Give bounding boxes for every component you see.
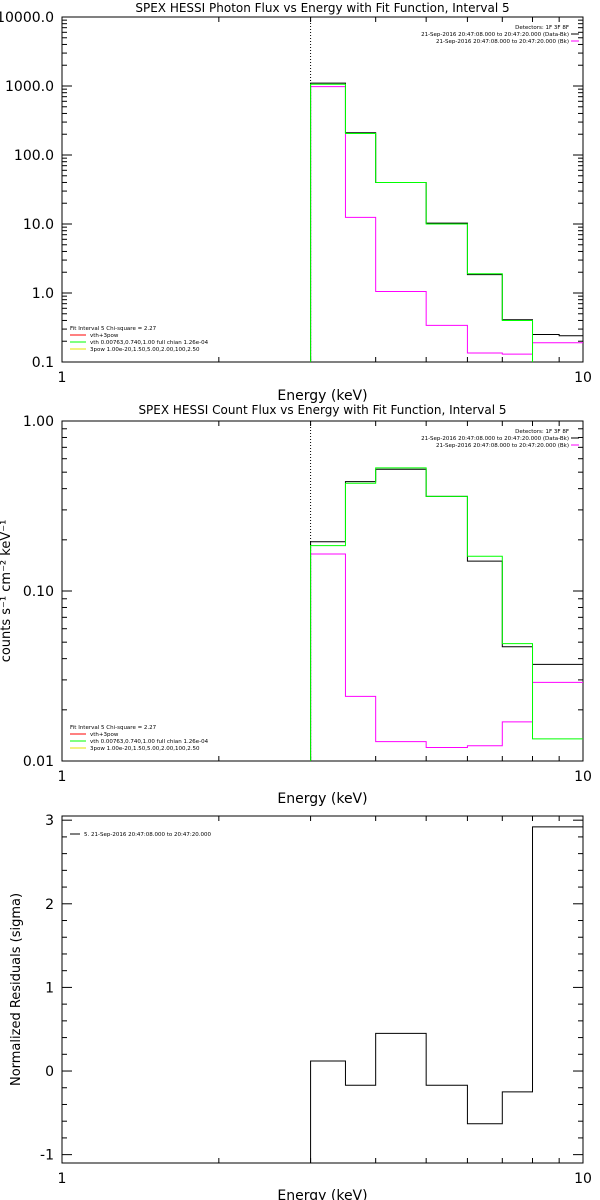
- x-tick-label: 1: [58, 769, 67, 785]
- y-tick-label: 0: [45, 1064, 54, 1080]
- y-tick-label: 10.0: [23, 217, 54, 233]
- legend-bottom-entry: Fit Interval 5 Chi-square = 2.27: [70, 725, 157, 731]
- y-tick-label: 10000.0: [0, 10, 54, 26]
- legend-top-entry: 21-Sep-2016 20:47:08.000 to 20:47:20.000…: [421, 32, 569, 38]
- legend-top-entry: 21-Sep-2016 20:47:08.000 to 20:47:20.000…: [421, 436, 569, 442]
- panel-1: [61, 16, 584, 363]
- x-axis-label: Energy (keV): [277, 1188, 367, 1200]
- series-background: [310, 553, 583, 761]
- legend-bottom-entry: vth 0.00763,0.740,1.00 full chian 1.26e-…: [90, 340, 209, 346]
- legend-top-entry: Detectors: 1F 3F 8F: [515, 25, 569, 31]
- legend-top-entry: 21-Sep-2016 20:47:08.000 to 20:47:20.000…: [436, 39, 569, 45]
- plot-frame: [61, 16, 584, 363]
- x-tick-label: 1: [58, 1171, 67, 1187]
- y-tick-label: 3: [45, 813, 54, 829]
- x-axis-label: Energy (keV): [277, 388, 367, 404]
- chart-title: SPEX HESSI Count Flux vs Energy with Fit…: [138, 403, 506, 417]
- legend-bottom-entry: Fit Interval 5 Chi-square = 2.27: [70, 326, 157, 332]
- y-tick-label: 0.10: [23, 584, 54, 600]
- legend-top-entry: 21-Sep-2016 20:47:08.000 to 20:47:20.000…: [436, 443, 569, 449]
- series-background: [310, 86, 583, 362]
- x-tick-label: 1: [58, 370, 67, 386]
- series-model: [310, 83, 534, 362]
- legend-bottom-entry: 3pow 1.00e-20,1.50,5.00,2.00,100,2.50: [90, 746, 200, 752]
- y-tick-label: 1: [45, 980, 54, 996]
- y-tick-label: -1: [40, 1148, 54, 1164]
- legend-bottom-entry: 3pow 1.00e-20,1.50,5.00,2.00,100,2.50: [90, 347, 200, 353]
- series-model: [310, 467, 583, 761]
- y-axis-label: counts s⁻¹ cm⁻² keV⁻¹: [0, 520, 14, 663]
- x-tick-label: 10: [574, 769, 592, 785]
- x-tick-label: 10: [574, 370, 592, 386]
- plot-frame: [61, 815, 584, 1164]
- legend-bottom-entry: vth+3pow: [90, 732, 119, 738]
- y-axis-label: Normalized Residuals (sigma): [9, 893, 24, 1086]
- y-tick-label: 1.0: [32, 286, 54, 302]
- legend-bottom-entry: vth+3pow: [90, 333, 119, 339]
- legend-top-entry: 5. 21-Sep-2016 20:47:08.000 to 20:47:20.…: [84, 832, 211, 838]
- legend-bottom-entry: vth 0.00763,0.740,1.00 full chian 1.26e-…: [90, 739, 209, 745]
- x-tick-label: 10: [574, 1171, 592, 1187]
- series-residual: [310, 826, 583, 1163]
- x-axis-label: Energy (keV): [277, 791, 367, 807]
- y-tick-label: 100.0: [14, 148, 54, 164]
- series-data: [310, 82, 583, 362]
- y-tick-label: 1.00: [23, 414, 54, 430]
- y-tick-label: 1000.0: [5, 79, 54, 95]
- legend-top-entry: Detectors: 1F 3F 8F: [515, 429, 569, 435]
- panel-2: [61, 420, 584, 762]
- y-tick-label: 0.01: [23, 754, 54, 770]
- plot-frame: [61, 420, 584, 762]
- chart-title: SPEX HESSI Photon Flux vs Energy with Fi…: [135, 1, 509, 15]
- y-tick-label: 2: [45, 897, 54, 913]
- y-tick-label: 0.1: [32, 355, 54, 371]
- panel-3: [61, 815, 584, 1164]
